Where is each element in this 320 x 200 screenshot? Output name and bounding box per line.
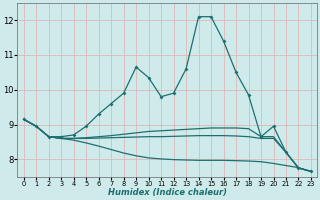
X-axis label: Humidex (Indice chaleur): Humidex (Indice chaleur) xyxy=(108,188,227,197)
